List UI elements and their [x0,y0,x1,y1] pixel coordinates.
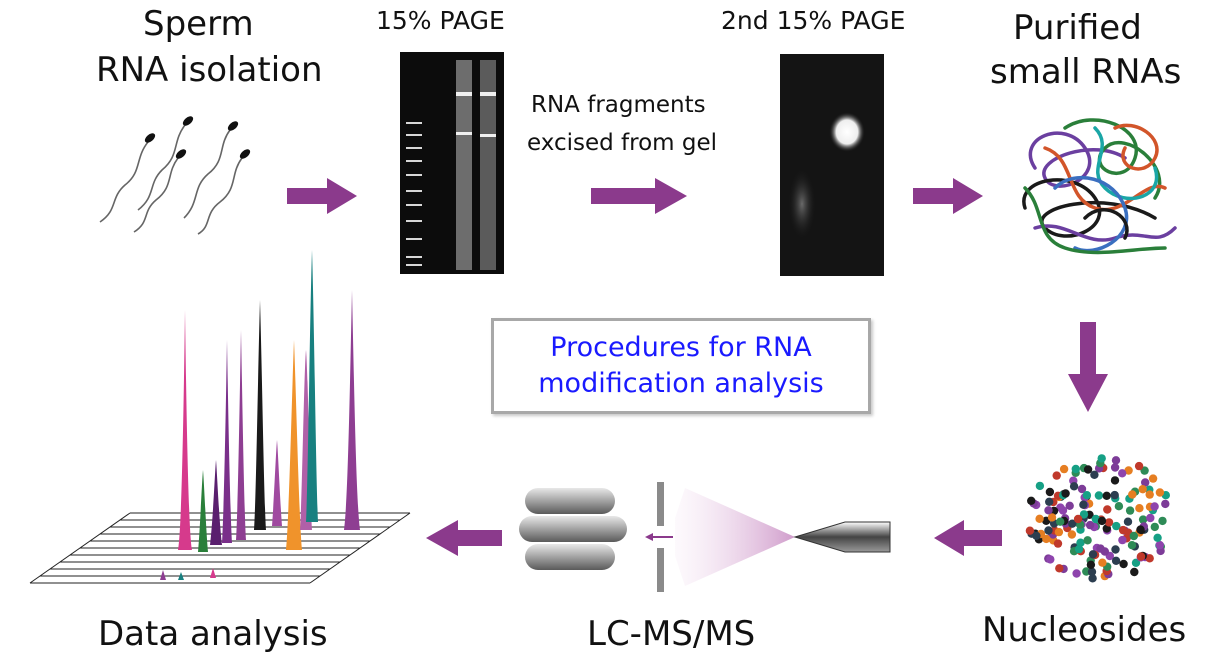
nucleosides-label: Nucleosides [982,610,1187,650]
sperm-subtitle: RNA isolation [96,50,323,90]
ms-instrument-icon [519,482,891,592]
gel-image-page2 [780,54,884,276]
procedure-line2: modification analysis [538,368,824,399]
sperm-title: Sperm [143,4,254,44]
excise-line2: excised from gel [527,130,718,156]
page2-label: 2nd 15% PAGE [721,6,906,35]
sperm-icon [99,116,251,235]
arrow-left-1 [934,520,1002,556]
lcms-label: LC-MS/MS [587,614,756,654]
procedure-line1: Procedures for RNA [550,331,812,363]
chromatogram-icon [29,250,411,584]
page1-label: 15% PAGE [376,6,505,35]
arrow-down [1068,322,1108,412]
procedure-box: Procedures for RNA modification analysis [491,318,871,414]
quadrupole-rods [519,488,627,570]
purified-subtitle: small RNAs [990,52,1182,92]
arrow-right-2 [591,178,687,214]
excise-line1: RNA fragments [531,92,706,118]
arrow-right-1 [287,178,357,214]
gel-image-page1 [400,52,504,274]
arrow-left-2 [426,520,502,556]
data-analysis-label: Data analysis [98,614,328,654]
arrow-right-3 [913,178,983,214]
nucleoside-dots-icon [1025,454,1170,583]
purified-title: Purified [1013,8,1142,48]
rna-tangle-icon [1022,118,1177,255]
